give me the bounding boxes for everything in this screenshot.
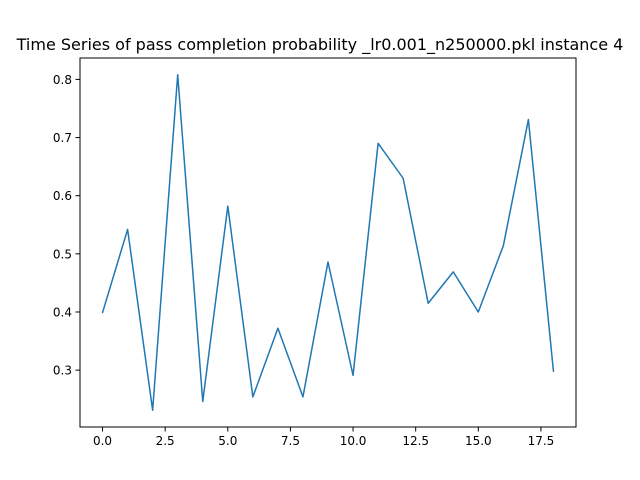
plot-area: 0.0 2.5 5.0 7.5 10.0 12.5 15.0 17.5 0.3 0.4 0.5 0.6… [53, 57, 577, 448]
x-tick-label: 10.0 [340, 434, 367, 448]
x-tick-label: 17.5 [528, 434, 555, 448]
y-tick-label: 0.7 [53, 131, 72, 145]
x-tick-label: 12.5 [402, 434, 429, 448]
y-tick-label: 0.8 [53, 73, 72, 87]
x-tick-label: 5.0 [218, 434, 237, 448]
chart-title: Time Series of pass completion probabili… [16, 35, 624, 55]
y-tick-label: 0.3 [53, 364, 72, 378]
series-line [101, 74, 555, 411]
x-tick-label: 7.5 [281, 434, 300, 448]
y-tick-label: 0.6 [53, 189, 72, 203]
x-tick-label: 2.5 [156, 434, 175, 448]
y-tick-label: 0.4 [53, 305, 72, 319]
x-tick-label: 15.0 [465, 434, 492, 448]
axes-frame [79, 57, 577, 428]
y-tick-label: 0.5 [53, 247, 72, 261]
x-tick-label: 0.0 [93, 434, 112, 448]
